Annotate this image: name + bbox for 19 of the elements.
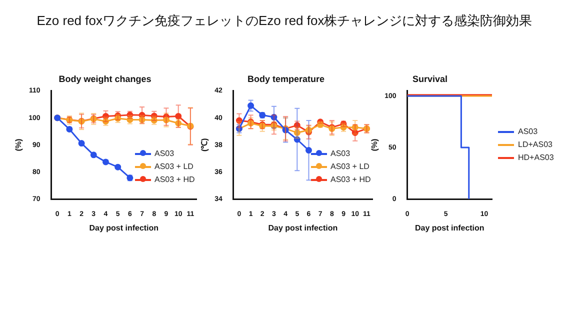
legend-label: AS03 + HD <box>330 175 371 184</box>
legend-label: AS03 <box>154 149 174 158</box>
chart-title: Body weight changes <box>58 74 152 84</box>
x-axis-title: Day post infection <box>414 223 484 232</box>
text: Ezo red foxワクチン免疫フェレットのEzo red fox株チャレンジに対する感染防御効果 <box>36 12 534 30</box>
legend-label: LD+AS03 <box>518 140 552 149</box>
legend-label: AS03 + LD <box>330 162 370 171</box>
chart-title: Survival <box>412 74 448 84</box>
y-axis-title: (%) <box>14 138 24 152</box>
legend-label: AS03 + HD <box>154 175 195 184</box>
x-axis-title: Day post infection <box>268 223 338 232</box>
chart-title: Body temperature <box>247 74 325 84</box>
legend-label: AS03 <box>330 149 350 158</box>
legend-label: HD+AS03 <box>518 152 554 162</box>
y-axis-title: (℃) <box>200 138 210 152</box>
legend-label: AS03 + LD <box>154 162 194 171</box>
x-axis-title: Day post infection <box>89 223 159 232</box>
legend-label: AS03 <box>518 126 538 136</box>
y-axis-title: (%) <box>370 138 380 152</box>
